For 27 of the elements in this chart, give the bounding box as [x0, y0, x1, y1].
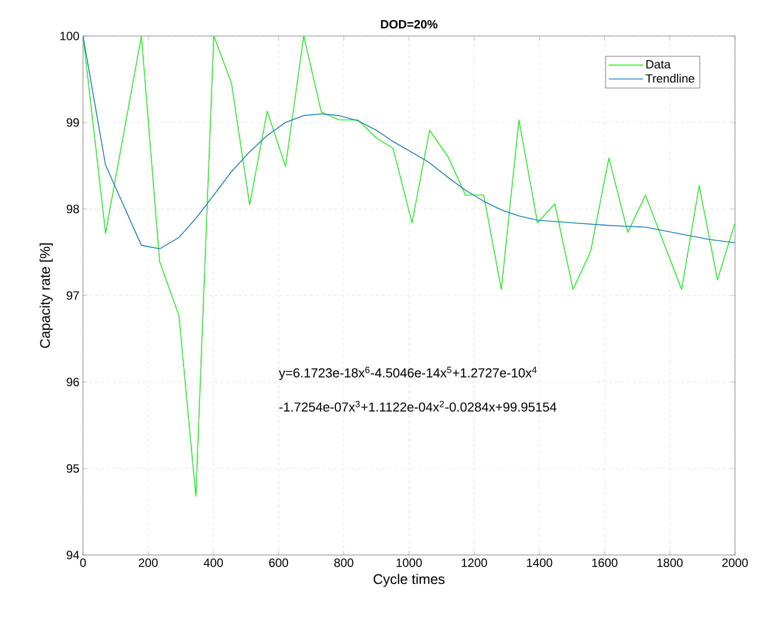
x-tick-label: 2000	[722, 558, 748, 567]
annotation: -1.7254e-07x$^{3}$+1.1122e-04x$^{2}$-0.0284x+99.95154	[279, 400, 556, 412]
x-tick-label: 800	[334, 558, 354, 567]
x-tick-label: 400	[204, 558, 223, 567]
y-axis-title: Capacity rate [%]	[40, 243, 53, 348]
x-tick-label: 1400	[527, 558, 552, 567]
x-tick-label: 1600	[592, 558, 618, 567]
x-tick-label: 200	[138, 558, 158, 567]
y-tick-label: 97	[66, 291, 79, 300]
y-tick-label: 96	[66, 378, 79, 386]
x-axis-title: Cycle times	[374, 574, 445, 587]
x-tick-label: 600	[269, 558, 288, 567]
y-tick-label: 94	[66, 550, 80, 560]
line-series	[83, 36, 736, 250]
legend-label: Trendline	[646, 74, 694, 83]
x-tick-label: 1200	[462, 558, 488, 567]
y-tick-label: 95	[66, 464, 79, 473]
y-tick-label: 100	[60, 32, 80, 40]
legend-label: Data	[646, 60, 671, 69]
annotation: y=6.1723e-18x$^{6}$-4.5046e-14x$^{5}$+1.2727e-10x$^{4}$	[278, 366, 537, 380]
line-series	[83, 36, 736, 497]
x-tick-label: 1800	[657, 558, 683, 567]
y-tick-label: 99	[66, 118, 79, 127]
x-tick-label: 0	[80, 558, 86, 567]
y-tick-label: 98	[66, 204, 79, 214]
chart-title: DOD=20%	[381, 20, 438, 28]
x-tick-label: 1000	[396, 558, 422, 567]
